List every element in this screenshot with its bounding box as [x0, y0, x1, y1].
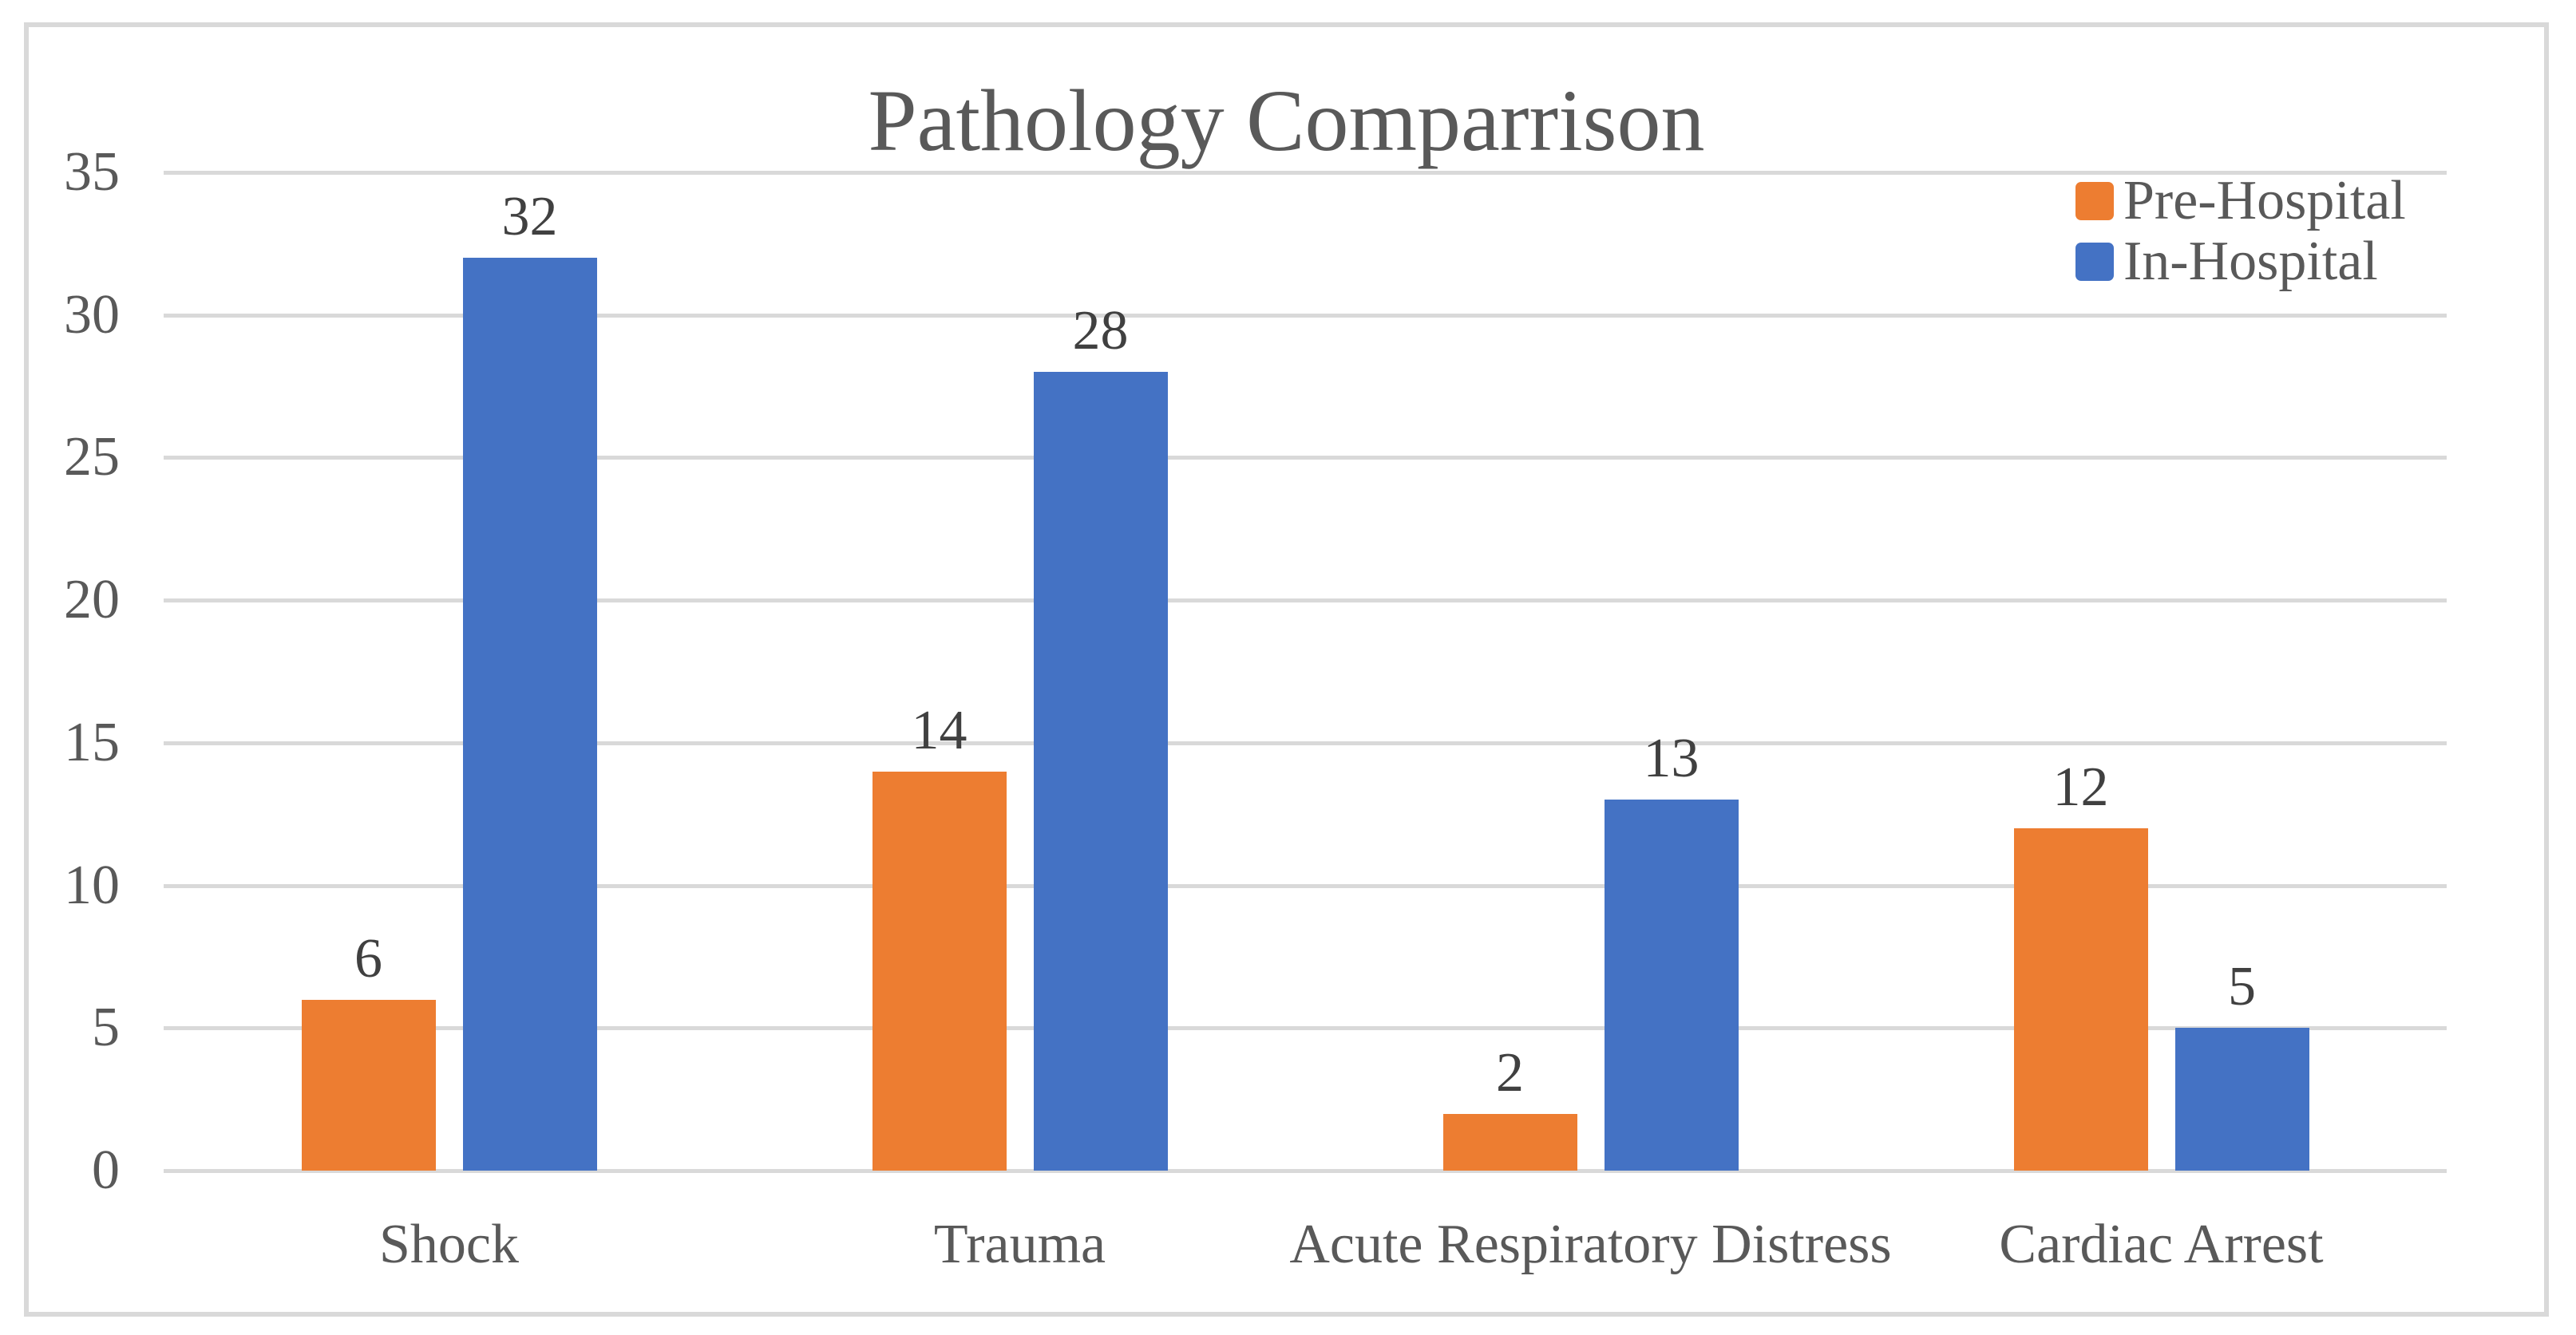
gridline-y-25 [164, 456, 2447, 460]
data-label: 12 [2052, 756, 2109, 819]
data-label: 28 [1072, 300, 1129, 362]
x-axis-category-label: Trauma [933, 1214, 1106, 1275]
legend-label: Pre-Hospital [2123, 170, 2406, 231]
y-axis-tick-label: 5 [92, 997, 120, 1059]
gridline-y-20 [164, 598, 2447, 603]
data-label: 13 [1643, 728, 1700, 790]
legend-swatch-in-hospital [2075, 243, 2114, 281]
bar-pre-hospital-cardiac-arrest [2013, 828, 2148, 1171]
y-axis-tick-label: 10 [64, 854, 120, 916]
legend-item-pre-hospital: Pre-Hospital [2075, 171, 2406, 231]
x-axis-category-label: Shock [379, 1214, 519, 1275]
bar-in-hospital-shock [462, 258, 597, 1171]
y-axis-tick-label: 0 [92, 1139, 120, 1201]
plot-area: 6 32 14 28 2 13 12 5 [164, 171, 2447, 1173]
legend-label: In-Hospital [2123, 231, 2378, 292]
gridline-y-15 [164, 741, 2447, 745]
y-axis-tick-label: 20 [64, 569, 120, 631]
gridline-y-30 [164, 313, 2447, 318]
data-label: 6 [354, 927, 382, 989]
gridline-y-10 [164, 883, 2447, 888]
bar-in-hospital-trauma [1033, 372, 1168, 1171]
legend-swatch-pre-hospital [2075, 182, 2114, 220]
data-label: 5 [2228, 956, 2256, 1018]
y-axis-tick-label: 15 [64, 711, 120, 773]
legend: Pre-Hospital In-Hospital [2075, 171, 2406, 292]
bar-in-hospital-acute-respiratory-distress [1604, 800, 1739, 1171]
gridline-y-0 [164, 1169, 2447, 1173]
chart-title: Pathology Comparrison [868, 72, 1705, 169]
y-axis-tick-label: 35 [64, 141, 120, 203]
data-label: 14 [911, 699, 967, 761]
data-label: 32 [501, 186, 558, 248]
bar-pre-hospital-shock [301, 999, 436, 1171]
x-axis-category-label: Acute Respiratory Distress [1289, 1214, 1892, 1275]
bar-pre-hospital-acute-respiratory-distress [1442, 1113, 1577, 1171]
gridline-y-35 [164, 171, 2447, 175]
data-label: 2 [1496, 1041, 1524, 1104]
x-axis-category-label: Cardiac Arrest [1999, 1214, 2324, 1275]
y-axis-tick-label: 30 [64, 283, 120, 346]
bar-in-hospital-cardiac-arrest [2174, 1028, 2309, 1171]
bar-pre-hospital-trauma [872, 771, 1007, 1171]
gridline-y-5 [164, 1026, 2447, 1031]
y-axis-tick-label: 25 [64, 426, 120, 488]
legend-item-in-hospital: In-Hospital [2075, 231, 2406, 292]
